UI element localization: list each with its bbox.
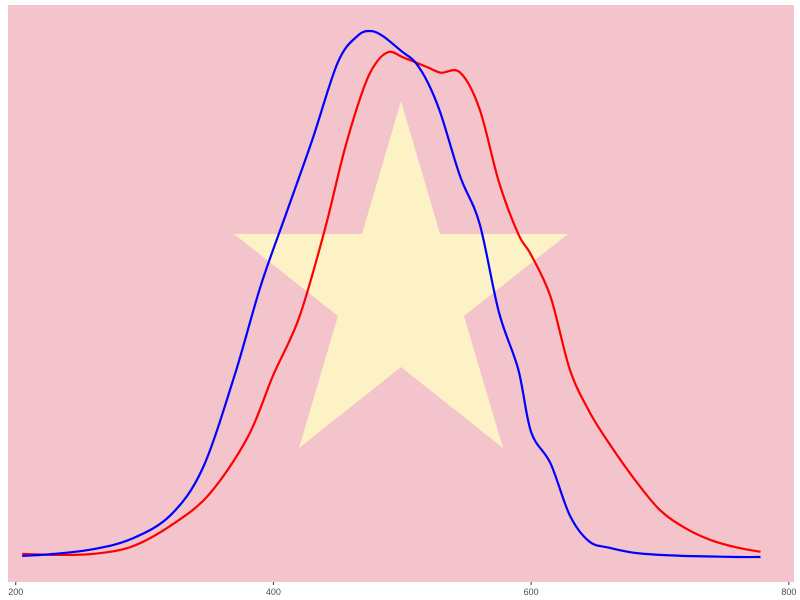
density-line-2 xyxy=(22,29,761,559)
x-tick-label: 200 xyxy=(8,587,23,597)
x-tick-label: 800 xyxy=(781,587,796,597)
density-line-1 xyxy=(22,50,761,557)
x-tick-label: 600 xyxy=(524,587,539,597)
x-axis: 200 400 600 800 xyxy=(8,582,796,597)
star-decoration xyxy=(234,101,568,448)
x-tick-label: 400 xyxy=(266,587,281,597)
series-layer xyxy=(22,29,761,559)
